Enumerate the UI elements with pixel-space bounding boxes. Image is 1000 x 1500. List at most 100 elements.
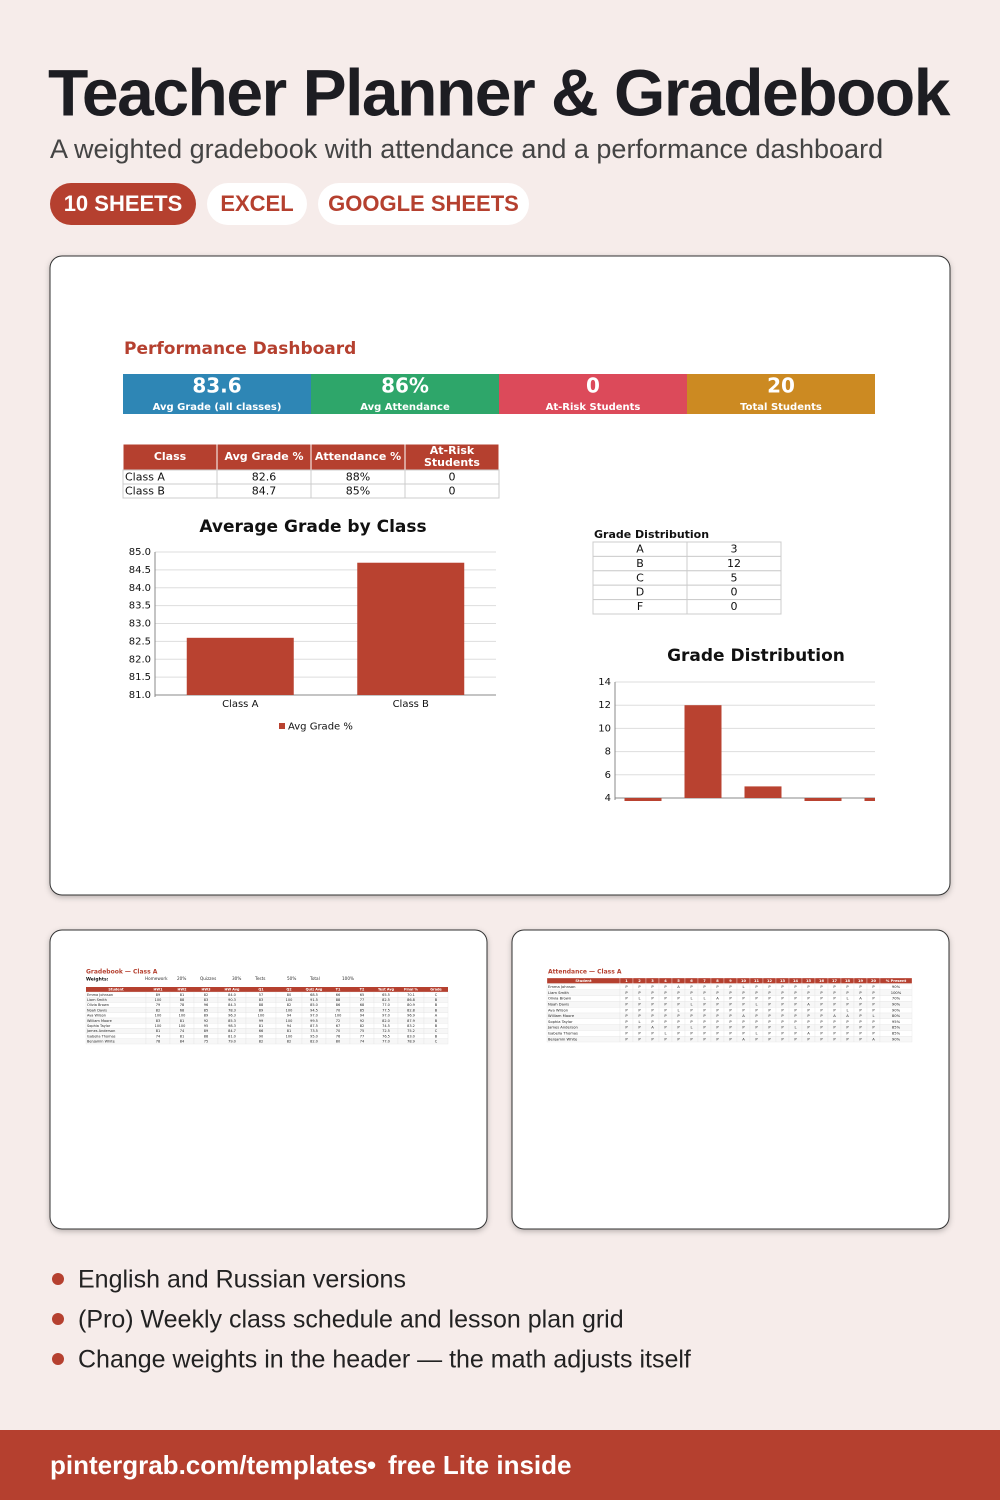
thumb-cell-text: 80.9 [407, 1003, 415, 1007]
thumb-cell-text: P [794, 985, 797, 989]
table-cell-text: 0 [731, 586, 738, 599]
thumb-cell-text: 100 [155, 1024, 162, 1028]
thumb-cell-text: P [872, 1032, 875, 1036]
thumb-cell-text: 86 [336, 1003, 340, 1007]
thumb-cell-text: P [651, 1032, 654, 1036]
thumb-cell-text: 67 [336, 1024, 340, 1028]
thumb-cell-text: P [794, 1020, 797, 1024]
thumb-cell-text: P [807, 1008, 810, 1012]
thumb-header: Final % [404, 988, 419, 992]
thumb-cell-text: 84 [180, 1040, 185, 1044]
thumb-cell-text: P [781, 997, 784, 1001]
bar [684, 705, 722, 798]
tag-pill [50, 183, 196, 225]
chart-title: Grade Distribution [667, 646, 845, 666]
thumb-cell-text: P [872, 985, 875, 989]
thumb-cell-text: P [859, 991, 862, 995]
thumb-cell-text: B [435, 1008, 438, 1012]
thumb-cell-text: A [677, 985, 680, 989]
thumb-header: 20 [871, 979, 877, 983]
thumb-cell-text: 88 [180, 998, 184, 1002]
thumb-cell-text: P [729, 1020, 732, 1024]
thumb-cell-text: P [677, 991, 680, 995]
table-cell-text: 12 [727, 557, 741, 570]
thumb-cell-text: P [768, 1008, 771, 1012]
thumb-cell-text: P [664, 985, 667, 989]
thumb-cell-text: L [664, 1032, 667, 1036]
thumb-cell-text: William Moore [87, 1019, 112, 1023]
y-tick-label: 81.5 [129, 672, 151, 683]
weight-value: 20% [177, 976, 186, 981]
thumb-cell-text: 68 [360, 1003, 364, 1007]
table-header-cell [404, 443, 500, 471]
thumb-header: 19 [858, 979, 864, 983]
thumb-cell-text: 70 [336, 1029, 340, 1033]
thumb-cell-text: P [690, 985, 693, 989]
thumb-cell-text: L [690, 1026, 693, 1030]
thumb-cell-text: P [755, 1020, 758, 1024]
thumb-cell-text: 77 [360, 1034, 364, 1038]
bar [864, 798, 875, 801]
thumb-cell-text: 88 [259, 1003, 263, 1007]
thumb-cell-text: P [794, 991, 797, 995]
weight-name: Quizzes [200, 976, 216, 981]
thumb-cell-text: L [846, 997, 849, 1001]
thumb-cell-text: 84.0 [228, 993, 236, 997]
y-tick-label: 84.0 [129, 583, 151, 594]
thumb-cell-text: P [677, 1003, 680, 1007]
thumb-cell-text: P [638, 1014, 641, 1018]
thumb-cell-text: P [625, 997, 628, 1001]
thumb-header-cell [218, 987, 246, 992]
thumb-header: HW1 [154, 988, 164, 992]
table-cell-text: C [636, 571, 644, 584]
thumb-cell-text: P [625, 1032, 628, 1036]
thumb-cell-text: P [807, 997, 810, 1001]
thumb-cell-text: P [807, 1037, 810, 1041]
thumb-cell-text: P [807, 1020, 810, 1024]
thumb-cell-text: Ava Wilson [548, 1008, 569, 1012]
thumb-cell-text: 84.7 [228, 1029, 236, 1033]
thumb-cell-text: L [703, 997, 706, 1001]
thumb-cell-text: 95 [204, 1024, 208, 1028]
thumb-header: T2 [360, 988, 365, 992]
legend-swatch [279, 723, 285, 729]
thumb-cell-text: 100 [179, 1024, 186, 1028]
thumb-cell-text: 80 [336, 1040, 340, 1044]
thumb-cell-text: P [625, 985, 628, 989]
table-cell [404, 483, 500, 499]
thumb-cell-text: P [625, 991, 628, 995]
dashboard-title: Performance Dashboard [124, 339, 356, 359]
kpi-card [123, 374, 311, 414]
thumb-cell-text: P [820, 1003, 823, 1007]
thumb-cell-text: P [781, 985, 784, 989]
kpi-value: 86% [381, 374, 429, 398]
thumb-cell-text: Sophia Taylor [548, 1020, 573, 1024]
thumb-header: 1 [625, 979, 628, 983]
thumb-cell-text: P [651, 1014, 654, 1018]
bar [186, 637, 294, 695]
thumb-header: 17 [832, 979, 838, 983]
y-tick-label: 6 [605, 770, 611, 781]
thumb-cell-text: P [716, 1008, 719, 1012]
kpi-label: At-Risk Students [546, 402, 641, 413]
thumb-cell-text: P [859, 1014, 862, 1018]
thumb-cell-text: P [820, 1020, 823, 1024]
thumb-cell-text: P [703, 1032, 706, 1036]
thumb-cell-text: A [742, 1037, 745, 1041]
thumb-cell-text: P [742, 1003, 745, 1007]
thumb-cell-text: P [638, 1008, 641, 1012]
thumb-cell-text: P [651, 1020, 654, 1024]
thumb-cell-text: P [794, 1014, 797, 1018]
thumb-cell-text: P [664, 1037, 667, 1041]
kpi-label: Total Students [740, 402, 822, 413]
thumb-cell-text: 85.3 [228, 1019, 236, 1023]
thumb-cell-text: P [794, 1003, 797, 1007]
thumb-cell-text: P [846, 991, 849, 995]
y-tick-label: 10 [598, 723, 611, 734]
thumb-cell-text: L [755, 1032, 758, 1036]
thumb-cell-text: 78 [156, 1040, 160, 1044]
thumb-cell-text: P [781, 1003, 784, 1007]
thumb-cell-text: Benjamin White [548, 1037, 578, 1041]
thumb-cell-text: 100 [258, 1014, 265, 1018]
thumb-cell-text: 85 [360, 1008, 364, 1012]
